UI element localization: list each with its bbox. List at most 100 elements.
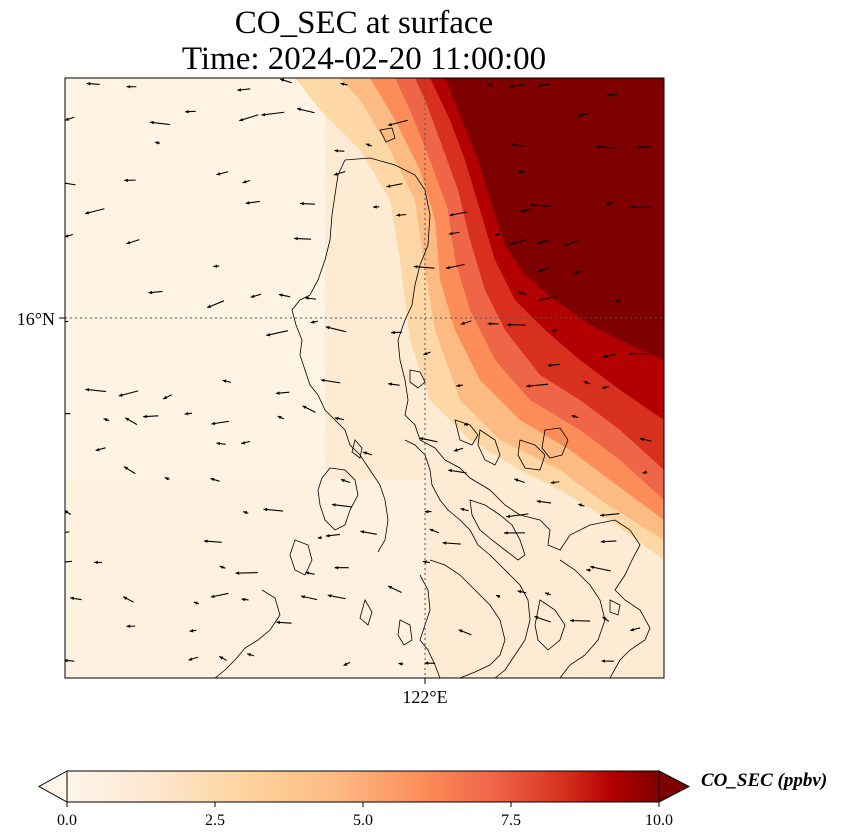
wind-arrow-head <box>615 298 620 303</box>
wind-arrow-head <box>517 590 522 594</box>
wind-arrow-head <box>449 212 454 217</box>
wind-arrow-head <box>537 268 542 273</box>
wind-arrow-head <box>334 149 339 153</box>
wind-arrow-head <box>300 201 304 206</box>
wind-arrow-head <box>590 565 595 570</box>
wind-arrow-head <box>211 421 216 426</box>
wind-arrow-head <box>325 325 330 330</box>
wind-arrow-head <box>65 117 69 121</box>
wind-arrow-head <box>237 88 242 92</box>
wind-arrow-head <box>534 616 539 620</box>
wind-arrow-head <box>363 451 368 455</box>
wind-arrow-head <box>60 181 64 184</box>
wind-arrow-head <box>243 511 248 515</box>
wind-arrow-head <box>148 290 153 295</box>
colorbar-tick-label: 0.0 <box>57 812 77 829</box>
wind-arrow-head <box>602 617 607 621</box>
wind-arrow-head <box>276 620 281 625</box>
wind-arrow-head <box>538 83 542 88</box>
lon-tick-label: 122°E <box>402 687 447 707</box>
wind-arrow-head <box>219 656 224 660</box>
wind-arrow-head <box>95 447 100 452</box>
colorbar-extend-low <box>37 770 68 803</box>
wind-arrow-head <box>446 265 451 270</box>
wind-arrow-head <box>185 109 189 114</box>
wind-arrow <box>65 182 76 186</box>
colorbar-tick-label: 5.0 <box>353 812 373 829</box>
wind-arrow-head <box>163 395 168 399</box>
wind-arrow-head <box>495 232 500 236</box>
wind-arrow-head <box>126 240 131 245</box>
wind-arrow-head <box>247 653 252 657</box>
wind-arrow-head <box>334 565 339 570</box>
wind-arrow-head <box>453 448 458 452</box>
wind-arrow <box>235 572 258 574</box>
wind-arrow-head <box>310 320 315 324</box>
wind-arrow-head <box>509 241 514 246</box>
wind-arrow-head <box>343 662 348 666</box>
wind-arrow-head <box>235 571 240 575</box>
wind-arrow-head <box>550 480 555 485</box>
wind-arrow-head <box>219 565 224 570</box>
wind-arrow-head <box>448 231 453 236</box>
wind-arrow-head <box>154 141 159 145</box>
wind-arrow-head <box>601 659 606 663</box>
wind-arrow-head <box>578 503 583 507</box>
wind-arrow-head <box>124 178 128 183</box>
wind-arrow-head <box>496 595 501 599</box>
wind-arrow-head <box>85 387 90 392</box>
wind-arrow-head <box>193 601 198 605</box>
wind-arrow-head <box>280 78 285 82</box>
wind-arrow-head <box>642 470 647 474</box>
wind-arrow-head <box>600 539 605 544</box>
wind-arrow-head <box>422 560 427 564</box>
wind-arrow-head <box>164 477 169 481</box>
wind-arrow-head <box>448 468 453 473</box>
wind-arrow-head <box>571 414 576 419</box>
wind-arrow-head <box>331 503 336 507</box>
wind-arrow-head <box>263 507 268 512</box>
map-title-line-1: CO_SEC at surface <box>234 5 494 41</box>
wind-arrow-head <box>424 509 429 514</box>
wind-arrow-head <box>398 662 403 666</box>
wind-arrow-head <box>325 533 330 538</box>
wind-arrow <box>65 320 69 323</box>
wind-arrow-head <box>320 378 325 383</box>
wind-arrow-head <box>222 379 227 383</box>
wind-arrow-head <box>424 661 429 665</box>
wind-arrow-head <box>373 205 377 209</box>
wind-arrow-head <box>50 532 54 535</box>
wind-arrow-head <box>510 142 515 147</box>
wind-arrow-head <box>413 265 418 269</box>
wind-arrow-head <box>305 571 310 575</box>
wind-arrow-head <box>537 240 542 245</box>
wind-arrow-head <box>526 384 531 388</box>
wind-arrow-head <box>241 597 246 602</box>
wind-arrow-head <box>460 507 465 512</box>
wind-arrow-head <box>216 172 221 176</box>
wind-arrow-head <box>569 618 574 623</box>
wind-arrow-head <box>538 297 543 302</box>
wind-arrow-head <box>464 422 468 426</box>
wind-arrow-head <box>297 107 302 112</box>
wind-arrow-head <box>630 627 635 632</box>
wind-arrow <box>506 513 529 518</box>
wind-arrow-head <box>601 385 606 390</box>
lat-tick-label: 16°N <box>17 309 55 329</box>
wind-arrow-head <box>275 391 280 395</box>
wind-arrow-head <box>573 270 578 274</box>
wind-arrow <box>266 330 288 336</box>
wind-arrow-head <box>245 201 250 205</box>
wind-arrow-head <box>545 592 550 596</box>
wind-arrow-head <box>423 351 428 356</box>
concentration-field <box>50 78 664 678</box>
wind-arrow-head <box>57 412 61 415</box>
wind-arrow-head <box>150 120 154 125</box>
wind-arrow-head <box>188 657 193 661</box>
wind-arrow-head <box>65 234 69 238</box>
wind-arrow-head <box>503 531 508 535</box>
wind-arrow-head <box>207 304 212 308</box>
wind-arrow-head <box>278 293 283 297</box>
wind-arrow-head <box>596 145 601 149</box>
colorbar-ticks: 0.0 2.5 5.0 7.5 10.0 <box>57 802 673 829</box>
